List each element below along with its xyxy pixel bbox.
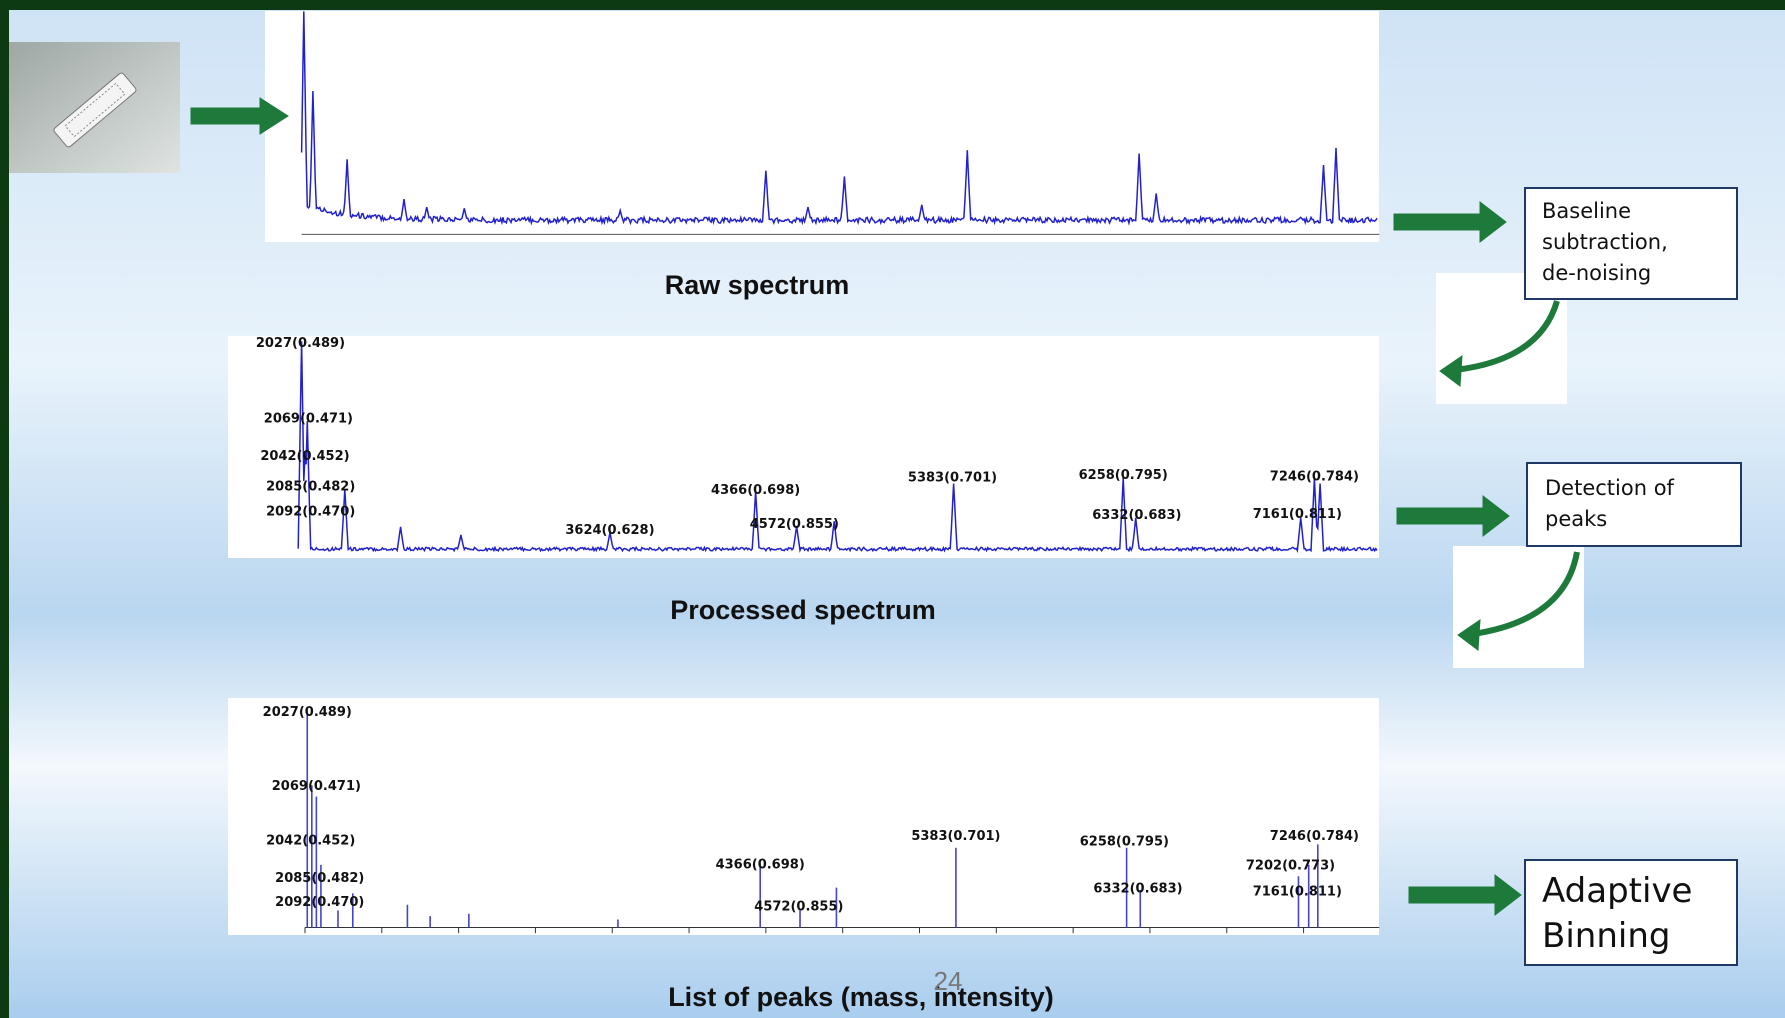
raw-trace bbox=[300, 11, 1378, 226]
peak-label: 2027(0.489) bbox=[256, 336, 345, 351]
step-text: Baseline bbox=[1542, 199, 1631, 223]
processed-trace bbox=[297, 341, 1378, 554]
peak-label: 4572(0.855) bbox=[754, 899, 843, 914]
peak-label: 2092(0.470) bbox=[266, 505, 355, 520]
peak-label: 3624(0.628) bbox=[565, 523, 654, 538]
caption: List of peaks (mass, intensity) bbox=[668, 982, 1054, 1012]
step-text: de-noising bbox=[1542, 261, 1651, 285]
peak-label: 5383(0.701) bbox=[911, 829, 1000, 844]
step-text: Adaptive bbox=[1542, 871, 1692, 911]
peak-label: 4366(0.698) bbox=[711, 483, 800, 498]
peak-label: 2027(0.489) bbox=[263, 705, 352, 720]
peak-label: 2042(0.452) bbox=[266, 833, 355, 848]
peak-label: 7246(0.784) bbox=[1270, 469, 1359, 484]
spectra bbox=[297, 11, 1380, 934]
peak-label: 4572(0.855) bbox=[750, 517, 839, 532]
peak-label: 6258(0.795) bbox=[1079, 468, 1168, 483]
page-number: 24 bbox=[934, 966, 963, 996]
step-box bbox=[1524, 187, 1738, 300]
peak-label: 6258(0.795) bbox=[1080, 835, 1169, 850]
peak-label: 2092(0.470) bbox=[275, 895, 364, 910]
arrows bbox=[190, 97, 1580, 917]
list-panel bbox=[228, 698, 1379, 935]
step-box bbox=[1526, 462, 1742, 547]
peak-label: 6332(0.683) bbox=[1093, 881, 1182, 896]
peak-label: 6332(0.683) bbox=[1092, 508, 1181, 523]
caption: Raw spectrum bbox=[665, 270, 850, 300]
peak-label: 7161(0.811) bbox=[1253, 885, 1342, 900]
chip-icon bbox=[53, 72, 137, 148]
peak-label: 5383(0.701) bbox=[908, 470, 997, 485]
peak-label: 7202(0.773) bbox=[1246, 859, 1335, 874]
peak-label: 2085(0.482) bbox=[275, 871, 364, 886]
peak-label: 7161(0.811) bbox=[1253, 507, 1342, 522]
caption: Processed spectrum bbox=[670, 595, 936, 625]
step-text: Detection of bbox=[1545, 476, 1675, 500]
peak-label: 2042(0.452) bbox=[260, 449, 349, 464]
peak-label: 2069(0.471) bbox=[272, 779, 361, 794]
processed-panel bbox=[228, 336, 1379, 558]
peak-label: 4366(0.698) bbox=[716, 857, 805, 872]
step-text: Binning bbox=[1542, 916, 1670, 956]
peak-label: 2069(0.471) bbox=[264, 411, 353, 426]
raw-panel bbox=[265, 11, 1379, 242]
arrow-bg bbox=[1453, 546, 1584, 668]
peak-label: 2085(0.482) bbox=[266, 480, 355, 495]
peak-label: 7246(0.784) bbox=[1270, 829, 1359, 844]
step-text: peaks bbox=[1545, 507, 1607, 531]
step-box bbox=[1524, 859, 1738, 966]
step-text: subtraction, bbox=[1542, 230, 1668, 254]
